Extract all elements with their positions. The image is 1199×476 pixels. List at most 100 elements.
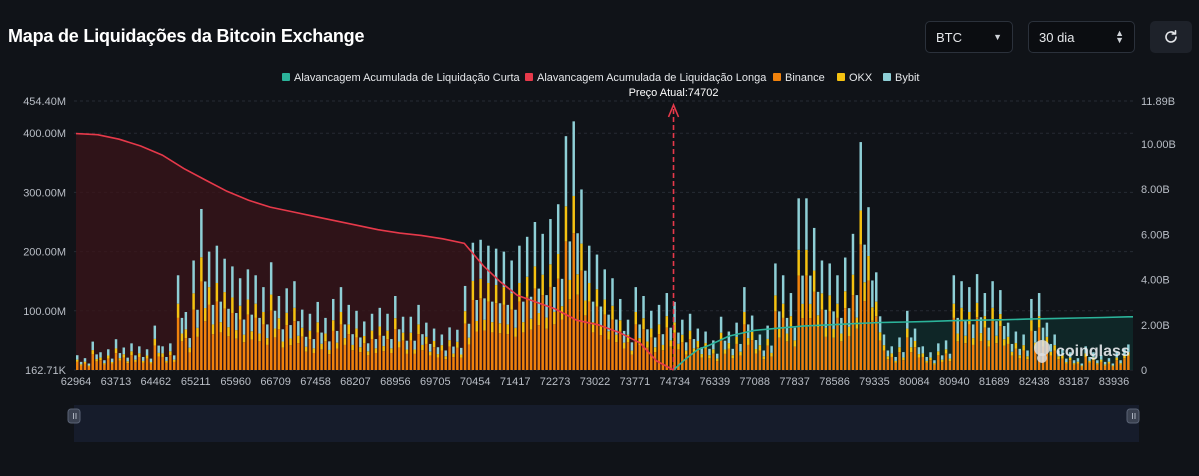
- bar-binance: [79, 365, 83, 370]
- bar-okx: [642, 318, 645, 330]
- bar-binance: [859, 244, 862, 370]
- bar-okx: [851, 274, 855, 296]
- bar-binance: [235, 338, 238, 370]
- bar-okx: [269, 294, 273, 311]
- bar-okx: [304, 346, 308, 352]
- range-select-value: 30 dia: [1039, 29, 1075, 45]
- bar-okx: [79, 364, 83, 366]
- x-tick-label: 77837: [779, 376, 810, 388]
- bar-okx: [991, 307, 994, 322]
- bar-okx: [684, 350, 688, 355]
- bar-okx: [262, 311, 265, 325]
- bar-okx: [580, 243, 583, 271]
- bar-binance: [331, 330, 335, 370]
- bar-okx: [987, 340, 990, 347]
- bar-bybit: [836, 275, 839, 304]
- bar-bybit: [1119, 360, 1122, 364]
- bar-bybit: [382, 335, 385, 347]
- refresh-button[interactable]: [1150, 21, 1192, 53]
- bar-binance: [510, 309, 513, 370]
- bar-okx: [138, 353, 141, 357]
- bar-bybit: [1061, 349, 1064, 356]
- bar-binance: [130, 355, 133, 370]
- bar-bybit: [533, 222, 537, 267]
- bar-bybit: [266, 324, 269, 339]
- bar-bybit: [110, 358, 114, 363]
- bar-okx: [615, 334, 618, 343]
- bar-binance: [246, 314, 250, 370]
- bar-binance: [964, 343, 967, 370]
- bar-binance: [394, 329, 397, 370]
- x-tick-label: 83936: [1099, 376, 1130, 388]
- bar-bybit: [293, 281, 296, 308]
- bar-okx: [417, 324, 420, 335]
- bar-binance: [1072, 364, 1076, 370]
- bar-bybit: [731, 348, 734, 356]
- bar-okx: [781, 303, 785, 318]
- bar-okx: [556, 253, 560, 279]
- bar-okx: [801, 303, 804, 319]
- bar-okx: [762, 356, 766, 360]
- bar-bybit: [902, 352, 905, 358]
- bar-okx: [409, 332, 413, 341]
- bar-binance: [172, 361, 176, 370]
- bar-okx: [479, 278, 482, 299]
- bar-okx: [611, 305, 614, 320]
- bar-okx: [463, 311, 467, 324]
- bar-binance: [863, 301, 866, 370]
- bar-binance: [770, 356, 773, 370]
- bar-okx: [351, 344, 354, 351]
- bar-binance: [665, 327, 669, 370]
- bar-binance: [1057, 359, 1060, 370]
- bar-bybit: [785, 317, 789, 334]
- bar-okx: [677, 343, 680, 350]
- bar-binance: [871, 320, 874, 370]
- bar-binance: [894, 362, 897, 370]
- bar-bybit: [1096, 360, 1099, 364]
- bar-binance: [258, 341, 261, 370]
- bar-okx: [359, 347, 362, 353]
- bar-okx: [653, 347, 657, 353]
- bar-okx: [712, 349, 715, 354]
- y-right-tick: 8.00B: [1141, 184, 1170, 196]
- bar-binance: [250, 339, 254, 370]
- bar-bybit: [956, 317, 959, 334]
- bar-bybit: [999, 290, 1002, 315]
- bar-bybit: [235, 313, 238, 331]
- bar-binance: [987, 346, 990, 370]
- bar-okx: [572, 195, 575, 234]
- bar-bybit: [778, 311, 781, 329]
- bar-binance: [719, 340, 723, 370]
- bar-okx: [300, 327, 304, 337]
- bar-bybit: [541, 233, 544, 275]
- bar-bybit: [99, 352, 102, 358]
- x-tick-label: 65211: [181, 376, 211, 388]
- bar-binance: [568, 299, 572, 370]
- bar-bybit: [452, 346, 455, 354]
- range-select[interactable]: 30 dia ▲ ▼: [1028, 21, 1135, 53]
- bar-okx: [196, 327, 199, 337]
- bar-okx: [165, 360, 168, 363]
- bar-binance: [157, 356, 160, 370]
- y-right-tick: 4.00B: [1141, 275, 1170, 287]
- coin-select[interactable]: BTC ▼: [925, 21, 1013, 53]
- bar-binance: [463, 323, 467, 370]
- bar-bybit: [1088, 356, 1091, 361]
- bar-binance: [405, 353, 409, 370]
- bar-okx: [204, 308, 207, 322]
- bar-okx: [719, 332, 723, 341]
- bar-binance: [789, 327, 793, 370]
- bar-bybit: [708, 348, 711, 356]
- bar-okx: [708, 355, 711, 359]
- bar-binance: [91, 354, 94, 370]
- bar-bybit: [991, 281, 994, 308]
- bar-binance: [743, 324, 746, 370]
- bar-binance: [161, 356, 164, 370]
- bar-bybit: [626, 319, 630, 335]
- bar-okx: [316, 322, 319, 333]
- bar-okx: [971, 338, 975, 345]
- bar-bybit: [448, 327, 451, 341]
- y-right-tick: 11.89B: [1141, 96, 1175, 108]
- bar-bybit: [1068, 352, 1072, 358]
- bar-binance: [76, 361, 79, 370]
